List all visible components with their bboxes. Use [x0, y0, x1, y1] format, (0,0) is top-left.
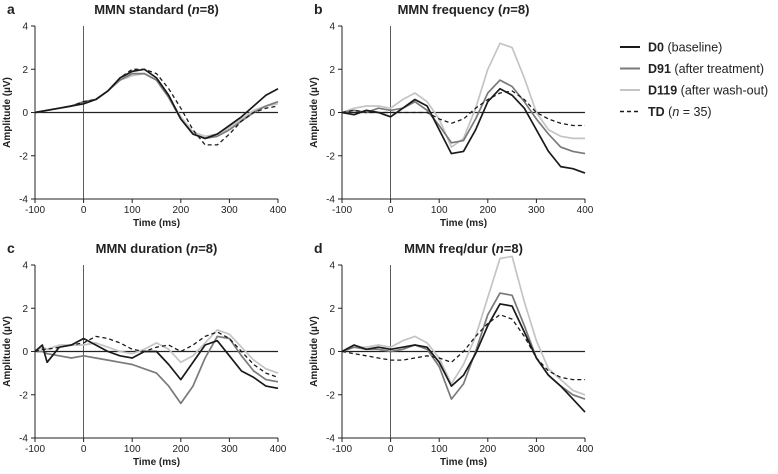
y-tick-label: 4: [329, 22, 335, 33]
y-tick-label: -4: [19, 195, 28, 206]
x-tick-label: -100: [25, 444, 45, 455]
series-line-d91: [35, 335, 279, 405]
y-tick-label: 2: [329, 65, 335, 76]
series-line-d91: [341, 292, 586, 400]
y-tick-label: 2: [329, 304, 335, 315]
series-line-d119: [341, 42, 585, 148]
legend-entry-d0: D0 (baseline): [648, 41, 722, 55]
legend-entry-d91: D91 (after treatment): [648, 62, 764, 76]
panel-title: MMN frequency (n=8): [398, 2, 530, 17]
y-tick-label: -4: [19, 434, 28, 445]
x-tick-label: 0: [388, 205, 394, 216]
x-axis-label: Time (ms): [440, 218, 487, 229]
x-tick-label: 300: [221, 205, 238, 216]
y-tick-label: -2: [19, 151, 28, 162]
y-tick-label: 2: [22, 304, 28, 315]
y-tick-label: 4: [329, 261, 335, 272]
x-tick-label: 0: [388, 444, 394, 455]
x-tick-label: 0: [81, 444, 87, 455]
legend: D0 (baseline) D91 (after treatment) D119 (…: [620, 41, 768, 119]
panel-label: b: [314, 1, 323, 17]
series-line-d0: [341, 87, 586, 174]
x-tick-label: -100: [332, 444, 352, 455]
x-tick-label: 400: [577, 444, 594, 455]
panel-label: c: [7, 240, 15, 256]
x-tick-label: 300: [221, 444, 238, 455]
x-tick-label: 300: [528, 444, 545, 455]
y-tick-label: -4: [326, 434, 335, 445]
series-line-td: [341, 90, 585, 127]
panel-label: d: [314, 240, 323, 256]
y-axis-label: Amplitude (µV): [2, 77, 13, 148]
panel-d: d MMN freq/dur (n=8) -4 -2 0 2 4 -100 0 100 200 300…: [309, 240, 594, 468]
x-tick-label: 300: [528, 205, 545, 216]
series-line-d119: [34, 329, 279, 374]
x-tick-label: 200: [172, 444, 189, 455]
y-tick-label: 4: [22, 261, 28, 272]
x-axis-label: Time (ms): [133, 457, 180, 468]
y-tick-label: 4: [22, 22, 28, 33]
series-line-td: [34, 68, 279, 146]
x-tick-label: 200: [479, 205, 496, 216]
y-tick-label: 0: [329, 108, 335, 119]
x-tick-label: -100: [332, 205, 352, 216]
panel-a: a MMN standard (n=8) -4 -2 0 2 4 -100 0 100 200 300…: [2, 1, 287, 229]
series-line-d119: [341, 255, 586, 396]
series-line-td: [341, 314, 585, 381]
series-line-d0: [34, 68, 279, 140]
x-tick-label: 100: [124, 205, 141, 216]
y-tick-label: 0: [22, 108, 28, 119]
x-tick-label: 400: [270, 444, 287, 455]
series-line-d0: [341, 303, 586, 413]
x-tick-label: 200: [479, 444, 496, 455]
legend-entry-d119: D119 (after wash-out): [648, 84, 768, 98]
y-tick-label: -2: [326, 151, 335, 162]
panel-title: MMN standard (n=8): [94, 2, 219, 17]
panel-title: MMN freq/dur (n=8): [404, 241, 523, 256]
x-tick-label: 400: [577, 205, 594, 216]
x-axis-label: Time (ms): [440, 457, 487, 468]
series-line-d0: [34, 337, 279, 390]
series-line-d91: [341, 79, 586, 155]
y-axis-label: Amplitude (µV): [2, 316, 13, 387]
y-axis-label: Amplitude (µV): [309, 77, 320, 148]
y-tick-label: 2: [22, 65, 28, 76]
x-tick-label: 400: [270, 205, 287, 216]
panel-title: MMN duration (n=8): [96, 241, 218, 256]
y-tick-label: 0: [22, 347, 28, 358]
legend-entry-td: TD (n = 35): [648, 105, 712, 119]
panel-c: c MMN duration (n=8) -4 -2 0 2 4 -100 0 100 200 300…: [2, 240, 287, 468]
x-tick-label: 100: [431, 444, 448, 455]
series-line-d119: [34, 72, 279, 138]
y-tick-label: -2: [326, 390, 335, 401]
panel-label: a: [7, 1, 15, 17]
x-tick-label: 100: [124, 444, 141, 455]
x-tick-label: 200: [172, 205, 189, 216]
x-tick-label: 0: [81, 205, 87, 216]
x-axis-label: Time (ms): [133, 218, 180, 229]
y-tick-label: 0: [329, 347, 335, 358]
panel-b: b MMN frequency (n=8) -4 -2 0 2 4 -100 0 100 200 30…: [309, 1, 594, 229]
y-axis-label: Amplitude (µV): [309, 316, 320, 387]
y-tick-label: -2: [19, 390, 28, 401]
y-tick-label: -4: [326, 195, 335, 206]
x-tick-label: 100: [431, 205, 448, 216]
x-tick-label: -100: [25, 205, 45, 216]
